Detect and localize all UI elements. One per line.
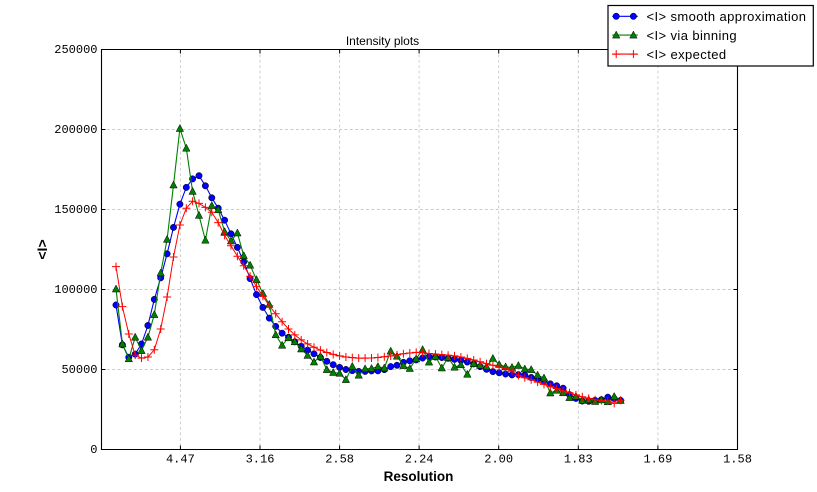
svg-text:150000: 150000 (54, 203, 97, 217)
svg-text:2.00: 2.00 (484, 453, 513, 467)
svg-text:50000: 50000 (61, 363, 97, 377)
svg-text:1.83: 1.83 (564, 453, 593, 467)
svg-text:<I>: <I> (34, 239, 50, 259)
svg-text:1.58: 1.58 (723, 453, 752, 467)
svg-text:200000: 200000 (54, 123, 97, 137)
svg-text:Intensity plots: Intensity plots (346, 34, 419, 48)
svg-text:2.58: 2.58 (325, 453, 354, 467)
svg-text:Resolution: Resolution (384, 469, 454, 484)
svg-text:3.16: 3.16 (246, 453, 275, 467)
svg-text:<I> via binning: <I> via binning (647, 28, 738, 43)
svg-text:0: 0 (90, 443, 97, 457)
svg-text:<I> smooth approximation: <I> smooth approximation (647, 9, 807, 24)
svg-text:<I> expected: <I> expected (647, 47, 727, 62)
svg-text:100000: 100000 (54, 283, 97, 297)
svg-text:4.47: 4.47 (166, 453, 195, 467)
svg-text:250000: 250000 (54, 43, 97, 57)
svg-text:1.69: 1.69 (643, 453, 672, 467)
svg-text:2.24: 2.24 (405, 453, 434, 467)
